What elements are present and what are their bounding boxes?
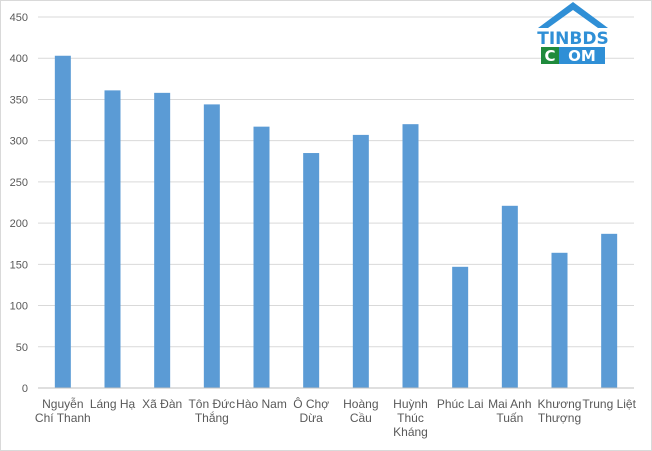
- y-tick-label: 150: [10, 259, 28, 271]
- x-category-label: Hoàng Cầu: [343, 397, 378, 425]
- y-axis-ticks: 0 50 100 150 200 250 300 350 400 450: [10, 12, 28, 395]
- x-category-label: Nguyễn Chí Thanh: [35, 396, 91, 425]
- bar: [402, 124, 419, 388]
- logo-line1: TINBDS: [537, 29, 608, 49]
- bar: [303, 153, 320, 388]
- y-tick-label: 450: [10, 12, 28, 24]
- x-category-label: Trung Liệt: [582, 397, 636, 411]
- x-category-label: Ô Chợ Dừa: [293, 396, 329, 425]
- bar: [501, 205, 518, 388]
- bar: [154, 92, 171, 389]
- y-tick-label: 350: [10, 94, 28, 106]
- x-category-label: Khương Thượng: [538, 397, 582, 425]
- y-tick-label: 400: [10, 53, 28, 65]
- x-category-label: Hào Nam: [236, 397, 287, 411]
- logo-om-block: [559, 47, 605, 64]
- y-tick-label: 300: [10, 136, 28, 148]
- x-category-label: Huỳnh Thúc Kháng: [393, 397, 428, 439]
- y-tick-label: 50: [16, 342, 28, 354]
- logo-line2-om: OM: [568, 47, 596, 64]
- x-category-label: Láng Hạ: [90, 397, 136, 411]
- bar: [452, 266, 469, 388]
- logo-c-block: [541, 47, 559, 64]
- logo-line2-c: C: [544, 47, 555, 64]
- x-category-label: Mai Anh Tuấn: [488, 397, 531, 425]
- x-category-label: Phúc Lai: [437, 397, 484, 411]
- logo-roof-icon: [538, 2, 608, 28]
- bar: [551, 252, 568, 388]
- gridlines: [38, 16, 634, 348]
- bar: [203, 104, 220, 388]
- y-tick-label: 200: [10, 218, 28, 230]
- bar: [601, 233, 618, 388]
- tinbds-logo: TINBDS C OM: [537, 2, 609, 64]
- x-category-label: Xã Đàn: [142, 397, 182, 411]
- y-tick-label: 100: [10, 301, 28, 313]
- bar: [352, 134, 369, 388]
- x-category-label: Tôn Đức Thắng: [188, 397, 235, 425]
- bar: [253, 126, 270, 388]
- bar: [104, 90, 121, 389]
- y-tick-label: 0: [22, 383, 28, 395]
- y-tick-label: 250: [10, 177, 28, 189]
- bars: [54, 55, 618, 389]
- bar: [54, 55, 71, 388]
